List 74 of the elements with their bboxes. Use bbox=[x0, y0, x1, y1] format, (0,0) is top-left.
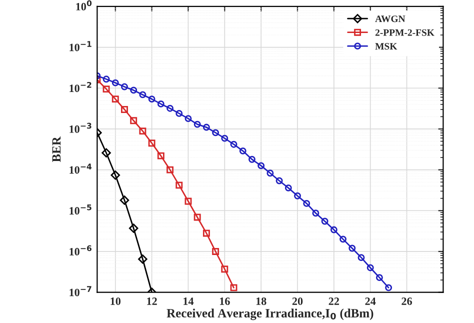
point bbox=[330, 226, 338, 234]
legend-label: AWGN bbox=[375, 16, 406, 22]
x-tick-label: 18 bbox=[256, 297, 266, 305]
point bbox=[176, 182, 183, 189]
point bbox=[294, 192, 301, 200]
point bbox=[266, 170, 274, 177]
x-tick-label: 24 bbox=[365, 298, 376, 305]
point bbox=[366, 264, 374, 272]
point bbox=[321, 218, 328, 225]
point bbox=[212, 129, 220, 136]
x-tick-label: 26 bbox=[402, 298, 412, 305]
legend-label: MSK bbox=[375, 43, 398, 50]
point bbox=[157, 100, 164, 108]
point bbox=[166, 104, 174, 112]
y-axis-title: BER bbox=[52, 136, 61, 162]
point bbox=[138, 254, 148, 264]
point bbox=[184, 115, 192, 122]
point bbox=[130, 86, 138, 94]
y-tick-label: 10$^{−5}$ bbox=[70, 204, 92, 215]
x-tick-label: 14 bbox=[184, 298, 194, 305]
x-tick-label: 10 bbox=[110, 297, 121, 305]
point bbox=[312, 210, 320, 217]
y-tick-label: 10$^{−3}$ bbox=[70, 122, 92, 133]
point bbox=[239, 147, 246, 154]
point bbox=[340, 236, 346, 243]
point bbox=[230, 140, 238, 148]
point bbox=[110, 170, 120, 180]
point bbox=[184, 198, 192, 205]
point bbox=[230, 284, 238, 292]
point bbox=[221, 134, 228, 142]
point bbox=[358, 254, 365, 262]
point bbox=[102, 86, 110, 93]
point bbox=[112, 79, 119, 86]
point bbox=[212, 248, 220, 255]
point bbox=[176, 110, 183, 117]
y-tick-label: 10$^{0}$ bbox=[76, 0, 92, 10]
point bbox=[121, 106, 128, 113]
legend-label: 2-PPM-2-FSK bbox=[375, 29, 434, 36]
point bbox=[139, 91, 146, 98]
x-tick-label: 20 bbox=[292, 297, 303, 305]
point bbox=[157, 152, 164, 160]
point bbox=[276, 177, 283, 184]
point bbox=[258, 162, 265, 170]
point bbox=[139, 128, 146, 135]
point bbox=[202, 124, 210, 131]
x-tick-label: 16 bbox=[220, 298, 230, 305]
y-tick-label: 10$^{−4}$ bbox=[70, 164, 92, 174]
point bbox=[112, 96, 119, 103]
point bbox=[194, 214, 201, 221]
point bbox=[376, 274, 383, 282]
y-tick-label: 10$^{−1}$ bbox=[70, 41, 92, 52]
point bbox=[385, 284, 392, 292]
point bbox=[284, 184, 292, 192]
point bbox=[202, 230, 210, 237]
point bbox=[221, 266, 228, 273]
point bbox=[102, 148, 111, 158]
point bbox=[194, 120, 201, 128]
point bbox=[348, 244, 356, 252]
point bbox=[303, 200, 310, 207]
x-tick-label: 12 bbox=[147, 298, 157, 305]
point bbox=[128, 224, 138, 233]
point bbox=[130, 117, 138, 124]
point bbox=[166, 166, 174, 174]
point bbox=[248, 156, 256, 163]
point bbox=[148, 140, 156, 147]
point bbox=[121, 83, 128, 90]
x-tick-label: 22 bbox=[328, 298, 339, 305]
point bbox=[148, 96, 156, 103]
point bbox=[120, 196, 130, 205]
x-axis-title: Received Average Irradiance,I$_{0}$ (dBm) bbox=[166, 308, 374, 320]
y-tick-label: 10$^{−7}$ bbox=[70, 286, 92, 296]
y-tick-label: 10$^{−2}$ bbox=[70, 82, 92, 92]
point bbox=[102, 76, 110, 83]
y-tick-label: 10$^{−6}$ bbox=[70, 245, 92, 256]
